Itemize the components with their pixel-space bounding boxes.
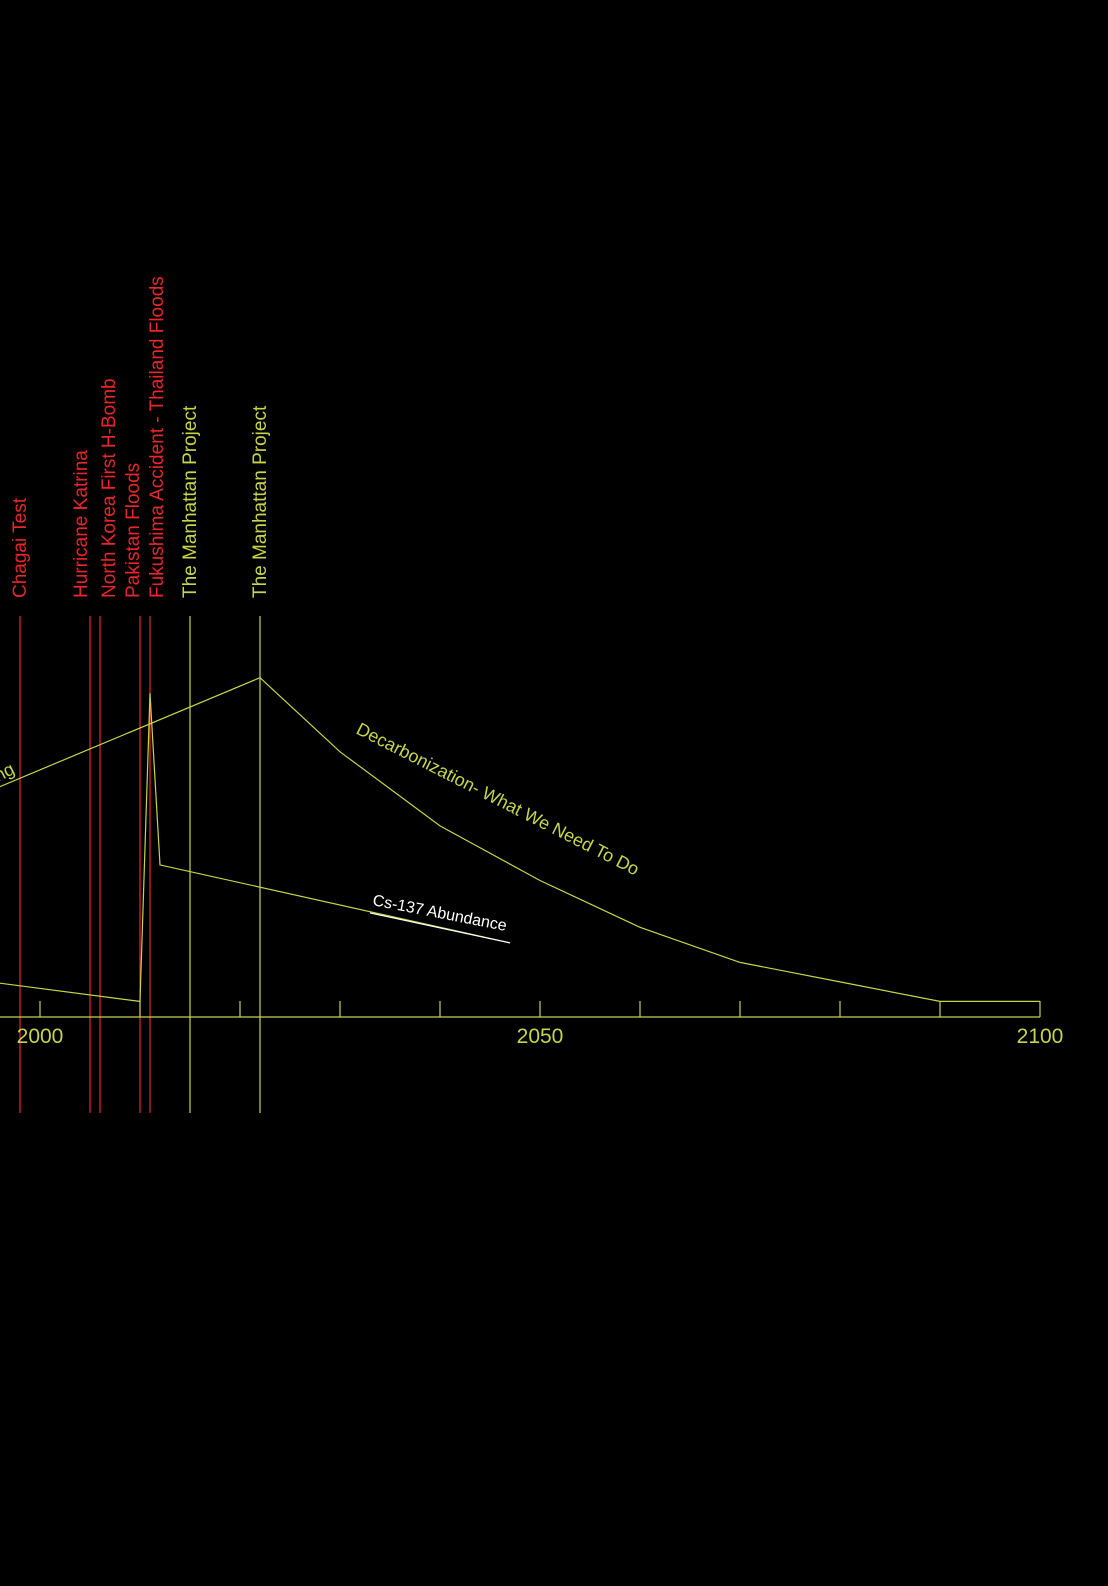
series-line [0, 676, 1040, 1002]
event-label: Fukushima Accident - Thailand Floods [147, 276, 168, 598]
event-label: Pakistan Floods [123, 463, 144, 598]
event-label: Hurricane Katrina [71, 450, 92, 598]
x-axis-tick-labels: 2000 2050 2100 [17, 1025, 1064, 1048]
series-line [149, 693, 511, 944]
event-labels: Chagai Test Hurricane Katrina North Korea … [10, 276, 271, 598]
event-label: The Manhattan Project [180, 405, 201, 598]
x-tick-label: 2050 [517, 1025, 564, 1048]
series-labels: Decarbonization- What We Need To Do Cs-13… [0, 719, 642, 935]
series-lines [0, 676, 1040, 1003]
event-label: Chagai Test [10, 497, 31, 598]
series-line [0, 693, 151, 1003]
x-tick-label: 2000 [17, 1025, 64, 1048]
event-label: North Korea First H-Bomb [99, 378, 120, 598]
series-label: Cs-137 Abundance [371, 892, 508, 935]
series-line [369, 912, 511, 944]
series-label: Decarbonization- What We Need To Do [353, 719, 642, 880]
x-axis-ticks [39, 1001, 1041, 1017]
axis: 2000 2050 2100 [0, 1001, 1063, 1048]
partial-series-label: ng [0, 759, 18, 786]
x-tick-label: 2100 [1017, 1025, 1064, 1048]
event-label: The Manhattan Project [250, 405, 271, 598]
